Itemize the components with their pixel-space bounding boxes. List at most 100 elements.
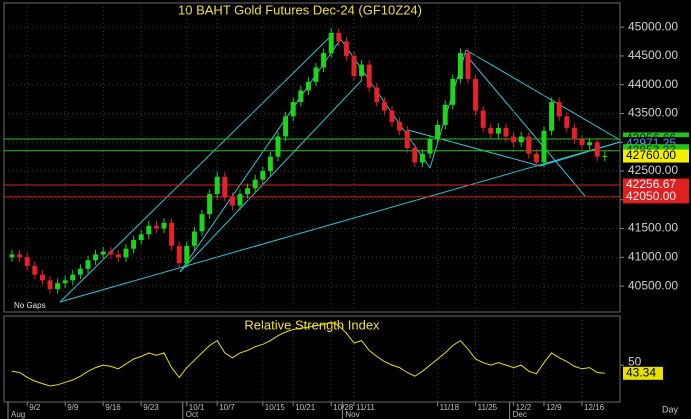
x-tick-label: 10/28 (333, 403, 354, 412)
y-tick-label: 50 (628, 354, 642, 368)
candle-body (24, 257, 30, 266)
y-tick-label: 41000.00 (628, 250, 678, 264)
candle-body (518, 136, 524, 143)
candle-body (473, 78, 479, 111)
candle-body (161, 222, 167, 229)
trendline (465, 49, 621, 141)
x-tick-label: 9/2 (29, 403, 41, 412)
candle-body (313, 67, 319, 82)
candle-body (412, 148, 418, 163)
trendline (179, 39, 341, 273)
candle-body (305, 81, 311, 91)
candle-body (146, 225, 152, 235)
rsi-panel (3, 315, 621, 403)
x-tick-label: 10/21 (295, 403, 316, 412)
candle-body (290, 101, 296, 117)
candle-body (526, 136, 532, 154)
candle-body (207, 194, 213, 215)
candle-body (245, 188, 251, 195)
candle-body (336, 32, 342, 42)
candle-body (77, 268, 83, 275)
x-tick-label: 9/9 (67, 403, 79, 412)
candle-body (549, 101, 555, 131)
y-tick-label: 44500.00 (628, 48, 678, 62)
trendline (539, 141, 621, 167)
candle-body (541, 130, 547, 163)
candle-body (602, 156, 608, 158)
y-tick-label: 40500.00 (628, 278, 678, 292)
y-tick-label: 42500.00 (628, 163, 678, 177)
rsi-title: Relative Strength Index (244, 317, 380, 332)
candle-body (85, 260, 91, 269)
x-tick-label: 10/1 (189, 403, 205, 412)
x-axis-label: Day (662, 404, 679, 414)
candle-body (488, 127, 494, 134)
level-box (623, 190, 689, 204)
candle-body (397, 122, 403, 131)
level-label: 42050.00 (626, 189, 676, 203)
candle-body (503, 127, 509, 137)
candle-body (153, 225, 159, 229)
candle-body (579, 139, 585, 146)
candle-body (389, 110, 395, 123)
candle-body (47, 280, 53, 289)
month-label: Aug (11, 410, 25, 419)
y-tick-label: 43500.00 (628, 106, 678, 120)
candle-body (199, 214, 205, 232)
candle-body (176, 245, 182, 264)
level-label: 42760.00 (626, 148, 676, 162)
candle-body (359, 64, 365, 77)
candle-body (169, 222, 175, 246)
x-tick-label: 11/11 (356, 403, 375, 412)
x-tick-label: 12/9 (546, 403, 562, 412)
x-tick-label: 9/23 (143, 403, 159, 412)
candle-body (564, 116, 570, 128)
x-tick-label: 12/2 (516, 403, 532, 412)
candle-body (351, 55, 357, 77)
rsi-last-label: 43.34 (626, 365, 656, 379)
candle-body (298, 90, 304, 102)
candle-body (131, 240, 137, 249)
candle-body (366, 64, 372, 88)
month-label: Dec (513, 410, 527, 419)
x-tick-label: 11/25 (478, 403, 498, 412)
rsi-last-box (623, 366, 663, 380)
x-tick-label: 12/16 (584, 403, 605, 412)
candle-body (267, 156, 273, 172)
candle-body (275, 136, 281, 157)
candle-body (222, 176, 228, 197)
candle-body (495, 127, 501, 134)
candle-body (556, 101, 562, 117)
level-box (623, 149, 689, 163)
y-tick-label: 41500.00 (628, 221, 678, 235)
candle-body (191, 231, 197, 246)
candle-body (587, 142, 593, 146)
note: No Gaps (14, 301, 46, 310)
x-tick-label: 10/15 (265, 403, 286, 412)
candle-body (115, 254, 121, 258)
x-tick-label: 9/16 (105, 403, 121, 412)
candle-body (260, 171, 266, 180)
candle-body (283, 116, 289, 137)
candle-body (328, 32, 334, 54)
month-label: Oct (186, 410, 199, 419)
level-label: 42256.67 (626, 177, 676, 191)
candle-body (450, 78, 456, 105)
candle-body (442, 104, 448, 125)
candle-body (404, 130, 410, 149)
candle-body (70, 274, 76, 281)
y-tick-label: 44000.00 (628, 77, 678, 91)
candle-body (93, 254, 99, 261)
candle-body (237, 194, 243, 206)
trendline (59, 32, 335, 303)
candle-body (214, 176, 220, 195)
candle-body (252, 179, 258, 189)
candle-body (108, 251, 114, 255)
candle-body (419, 153, 425, 163)
candle-body (229, 196, 235, 206)
candle-body (381, 101, 387, 111)
trendline (465, 54, 586, 197)
candle-body (343, 41, 349, 56)
